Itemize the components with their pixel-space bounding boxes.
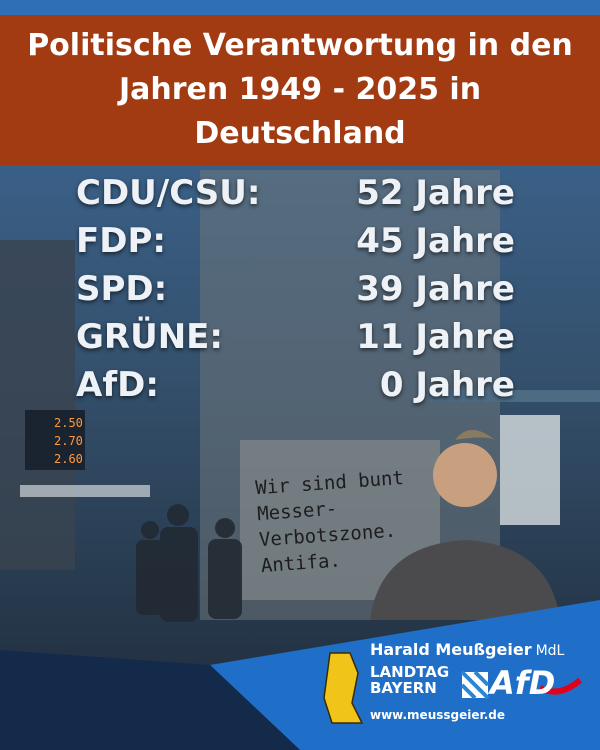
- party-duration: 39 Jahre: [356, 269, 515, 309]
- price: 2.60: [54, 452, 83, 466]
- party-row: SPD: 39 Jahre: [0, 269, 600, 315]
- price: 2.50: [54, 416, 83, 430]
- party-name: FDP:: [76, 221, 166, 261]
- party-name: CDU/CSU:: [76, 173, 261, 213]
- parliament-line: BAYERN: [370, 679, 437, 697]
- price-sign: 2.50 2.70 2.60: [30, 414, 83, 468]
- party-duration: 52 Jahre: [356, 173, 515, 213]
- parliament-line: LANDTAG: [370, 663, 450, 681]
- title: Politische Verantwortung in den Jahren 1…: [27, 28, 573, 151]
- parliament-logo: LANDTAG BAYERN: [370, 664, 449, 696]
- title-banner: Politische Verantwortung in den Jahren 1…: [0, 15, 600, 165]
- party-logo: AfD: [490, 664, 556, 702]
- price: 2.70: [54, 434, 83, 448]
- party-name: SPD:: [76, 269, 168, 309]
- website: www.meussgeier.de: [370, 708, 505, 722]
- party-row: CDU/CSU: 52 Jahre: [0, 173, 600, 219]
- party-duration: 0 Jahre: [379, 365, 515, 405]
- party-row: GRÜNE: 11 Jahre: [0, 317, 600, 363]
- party-row: AfD: 0 Jahre: [0, 365, 600, 411]
- party-duration: 45 Jahre: [356, 221, 515, 261]
- author-suffix: MdL: [535, 643, 565, 659]
- party-name: GRÜNE:: [76, 317, 223, 357]
- party-row: FDP: 45 Jahre: [0, 221, 600, 267]
- author: Harald Meußgeier MdL: [370, 640, 564, 659]
- author-name: Harald Meußgeier: [370, 640, 532, 659]
- party-duration: 11 Jahre: [356, 317, 515, 357]
- party-name: AfD:: [76, 365, 159, 405]
- graffiti: Wir sind bunt Messer- Verbotszone. Antifa.: [255, 465, 411, 579]
